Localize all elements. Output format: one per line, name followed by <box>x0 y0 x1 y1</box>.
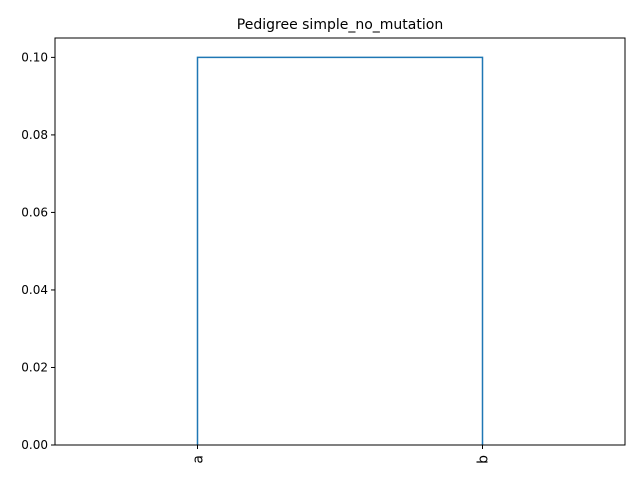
y-tick-label: 0.00 <box>21 438 48 452</box>
plot-area <box>196 56 484 445</box>
y-tick-label: 0.06 <box>21 205 48 219</box>
y-axis: 0.00 0.02 0.04 0.06 0.08 0.10 <box>21 50 55 452</box>
y-tick-label: 0.02 <box>21 360 48 374</box>
axes-frame <box>54 37 626 446</box>
chart-title: Pedigree simple_no_mutation <box>237 17 443 33</box>
y-tick-label: 0.10 <box>21 50 48 64</box>
leaf-label-b: b <box>476 455 492 464</box>
dendrogram-link-a-b <box>196 56 484 445</box>
leaf-label-a: a <box>191 455 207 464</box>
y-tick-label: 0.04 <box>21 283 48 297</box>
y-tick-label: 0.08 <box>21 128 48 142</box>
